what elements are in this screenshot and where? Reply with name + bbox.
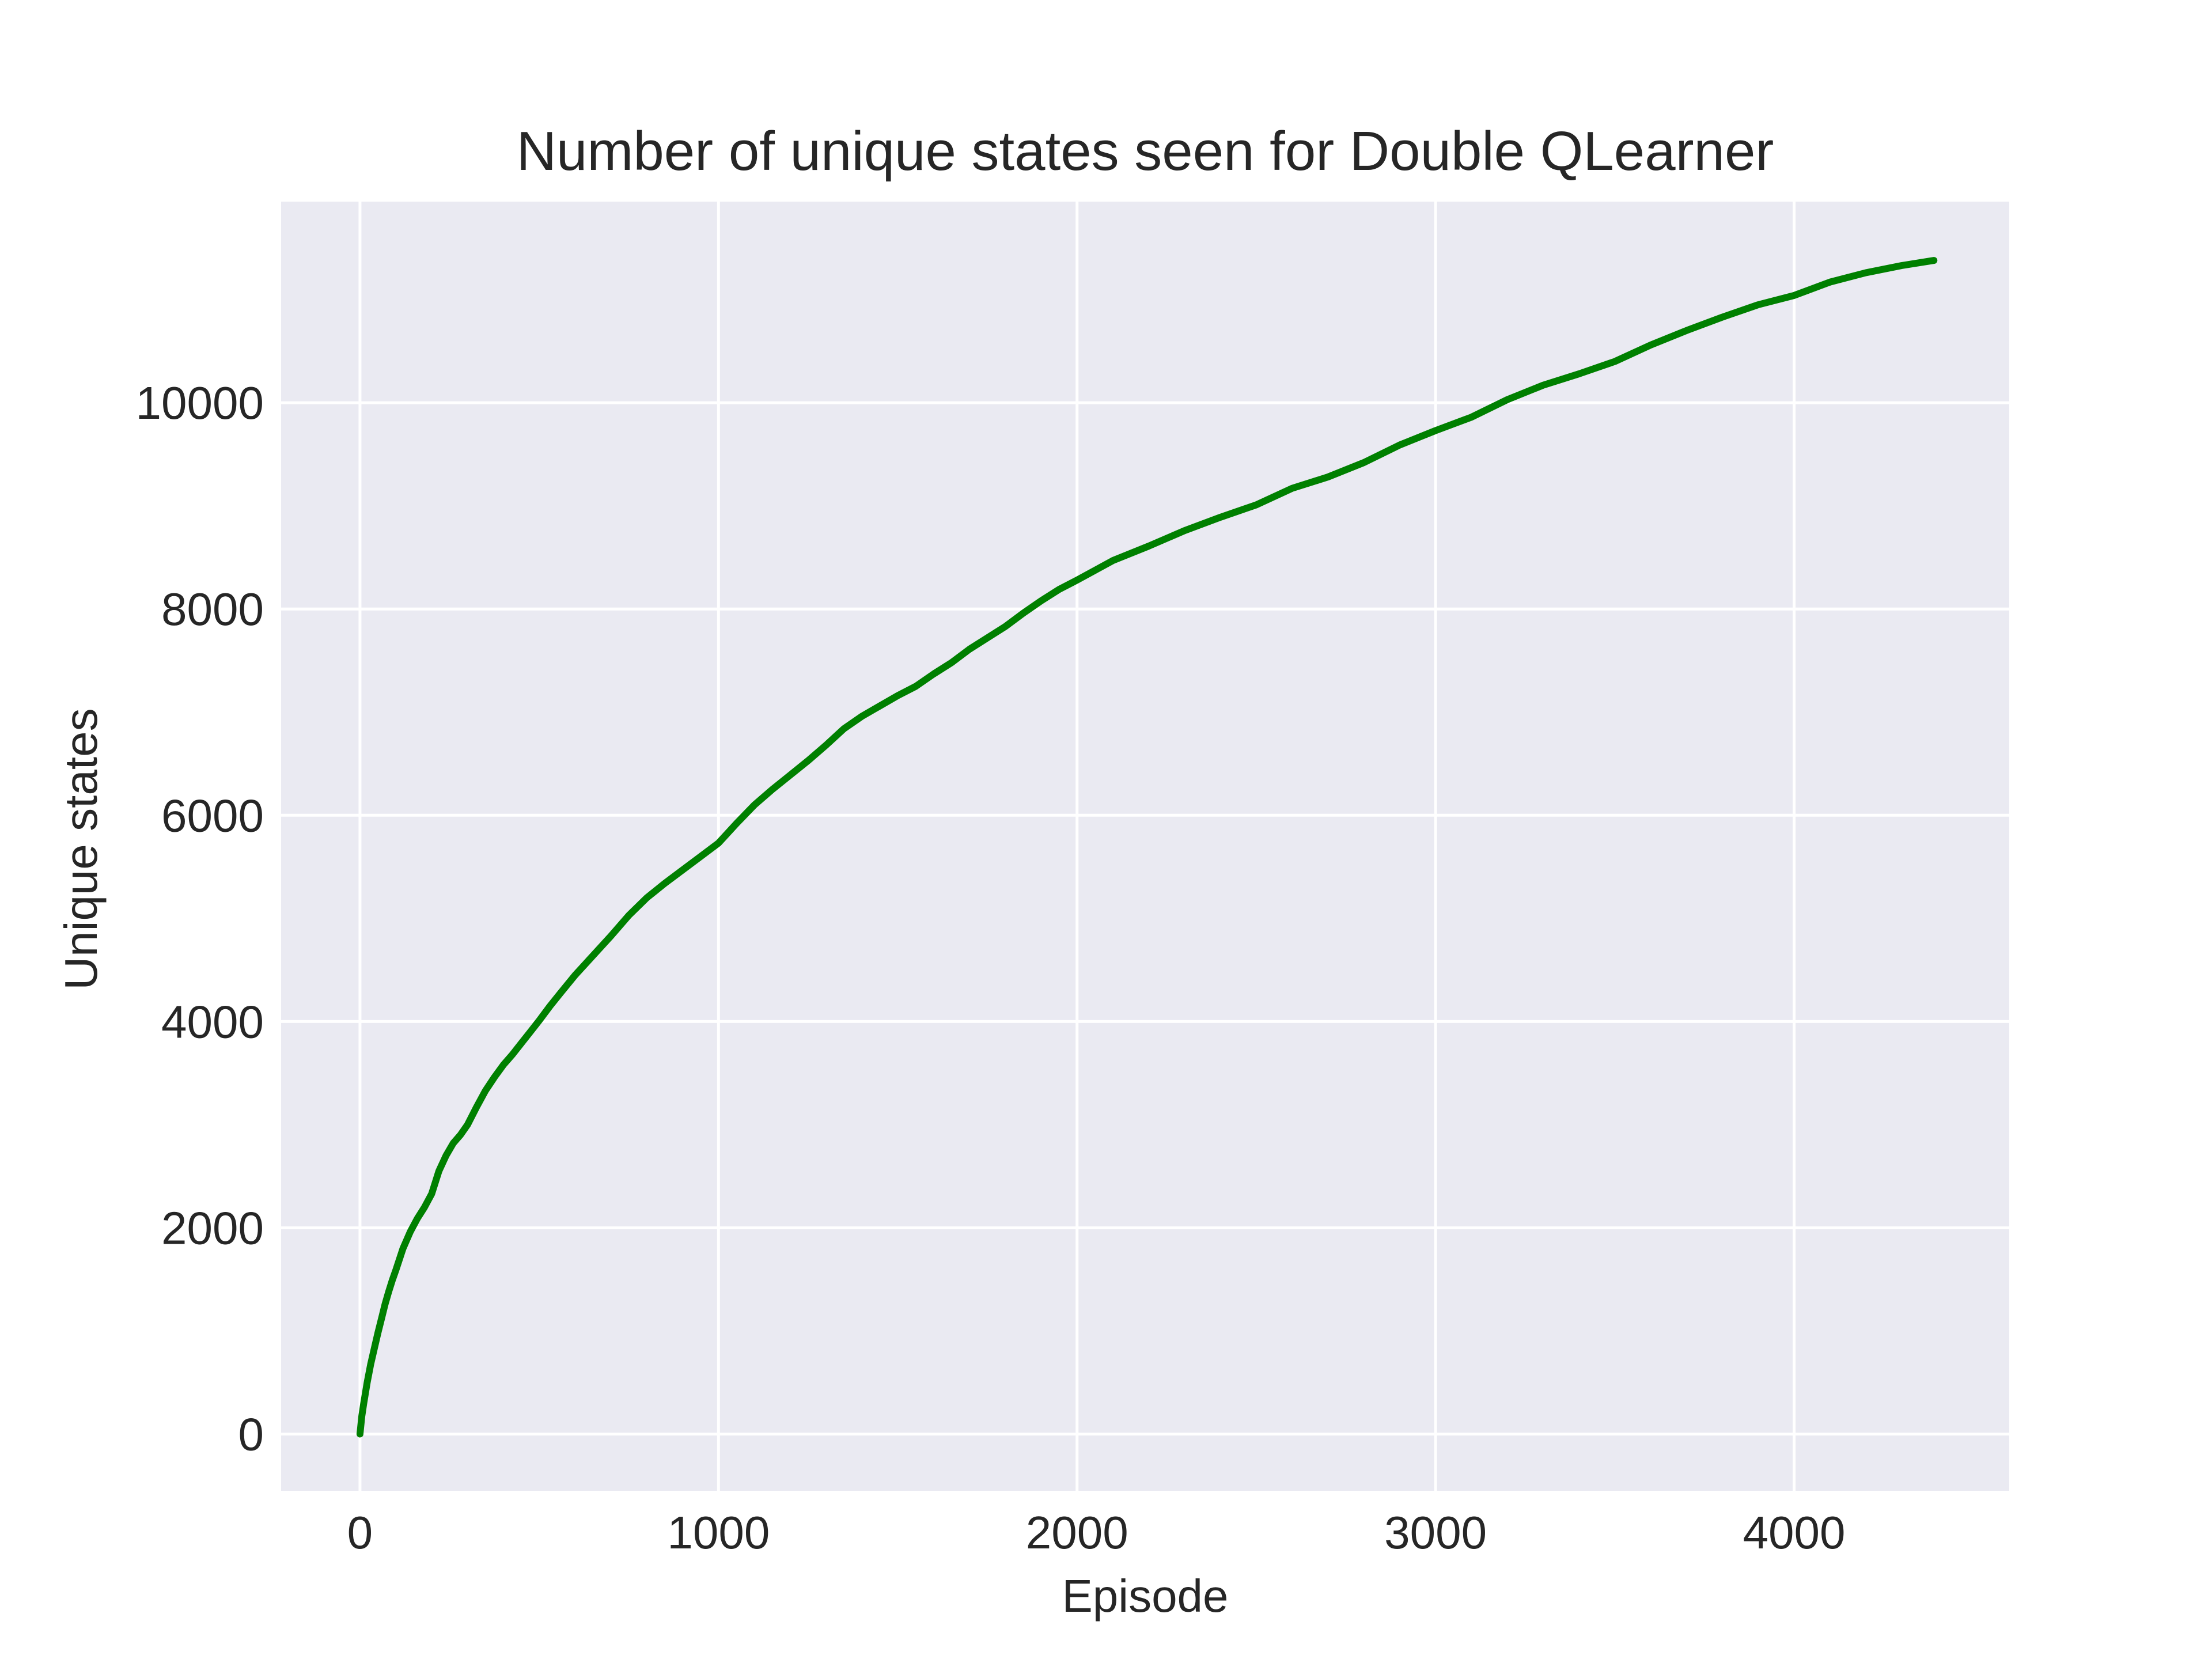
y-tick-label: 4000 bbox=[161, 996, 264, 1047]
y-axis-label: Unique states bbox=[55, 708, 107, 990]
y-tick-label: 0 bbox=[238, 1409, 264, 1460]
x-axis-label: Episode bbox=[1062, 1570, 1228, 1622]
x-axis-ticks: 0 1000 2000 3000 4000 bbox=[347, 1507, 1846, 1558]
x-tick-label: 0 bbox=[347, 1507, 373, 1558]
y-axis-ticks: 0 2000 4000 6000 8000 10000 bbox=[136, 377, 264, 1460]
series-line bbox=[356, 257, 1938, 1438]
x-tick-label: 3000 bbox=[1384, 1507, 1487, 1558]
y-tick-label: 6000 bbox=[161, 790, 264, 841]
x-tick-label: 4000 bbox=[1743, 1507, 1846, 1558]
series-layer bbox=[356, 257, 1938, 1438]
y-tick-label: 2000 bbox=[161, 1202, 264, 1253]
x-tick-label: 2000 bbox=[1026, 1507, 1128, 1558]
y-tick-label: 10000 bbox=[136, 377, 264, 429]
x-tick-label: 1000 bbox=[667, 1507, 770, 1558]
plot-area bbox=[281, 202, 2009, 1491]
y-tick-label: 8000 bbox=[161, 584, 264, 635]
chart-title: Number of unique states seen for Double … bbox=[517, 120, 1774, 182]
